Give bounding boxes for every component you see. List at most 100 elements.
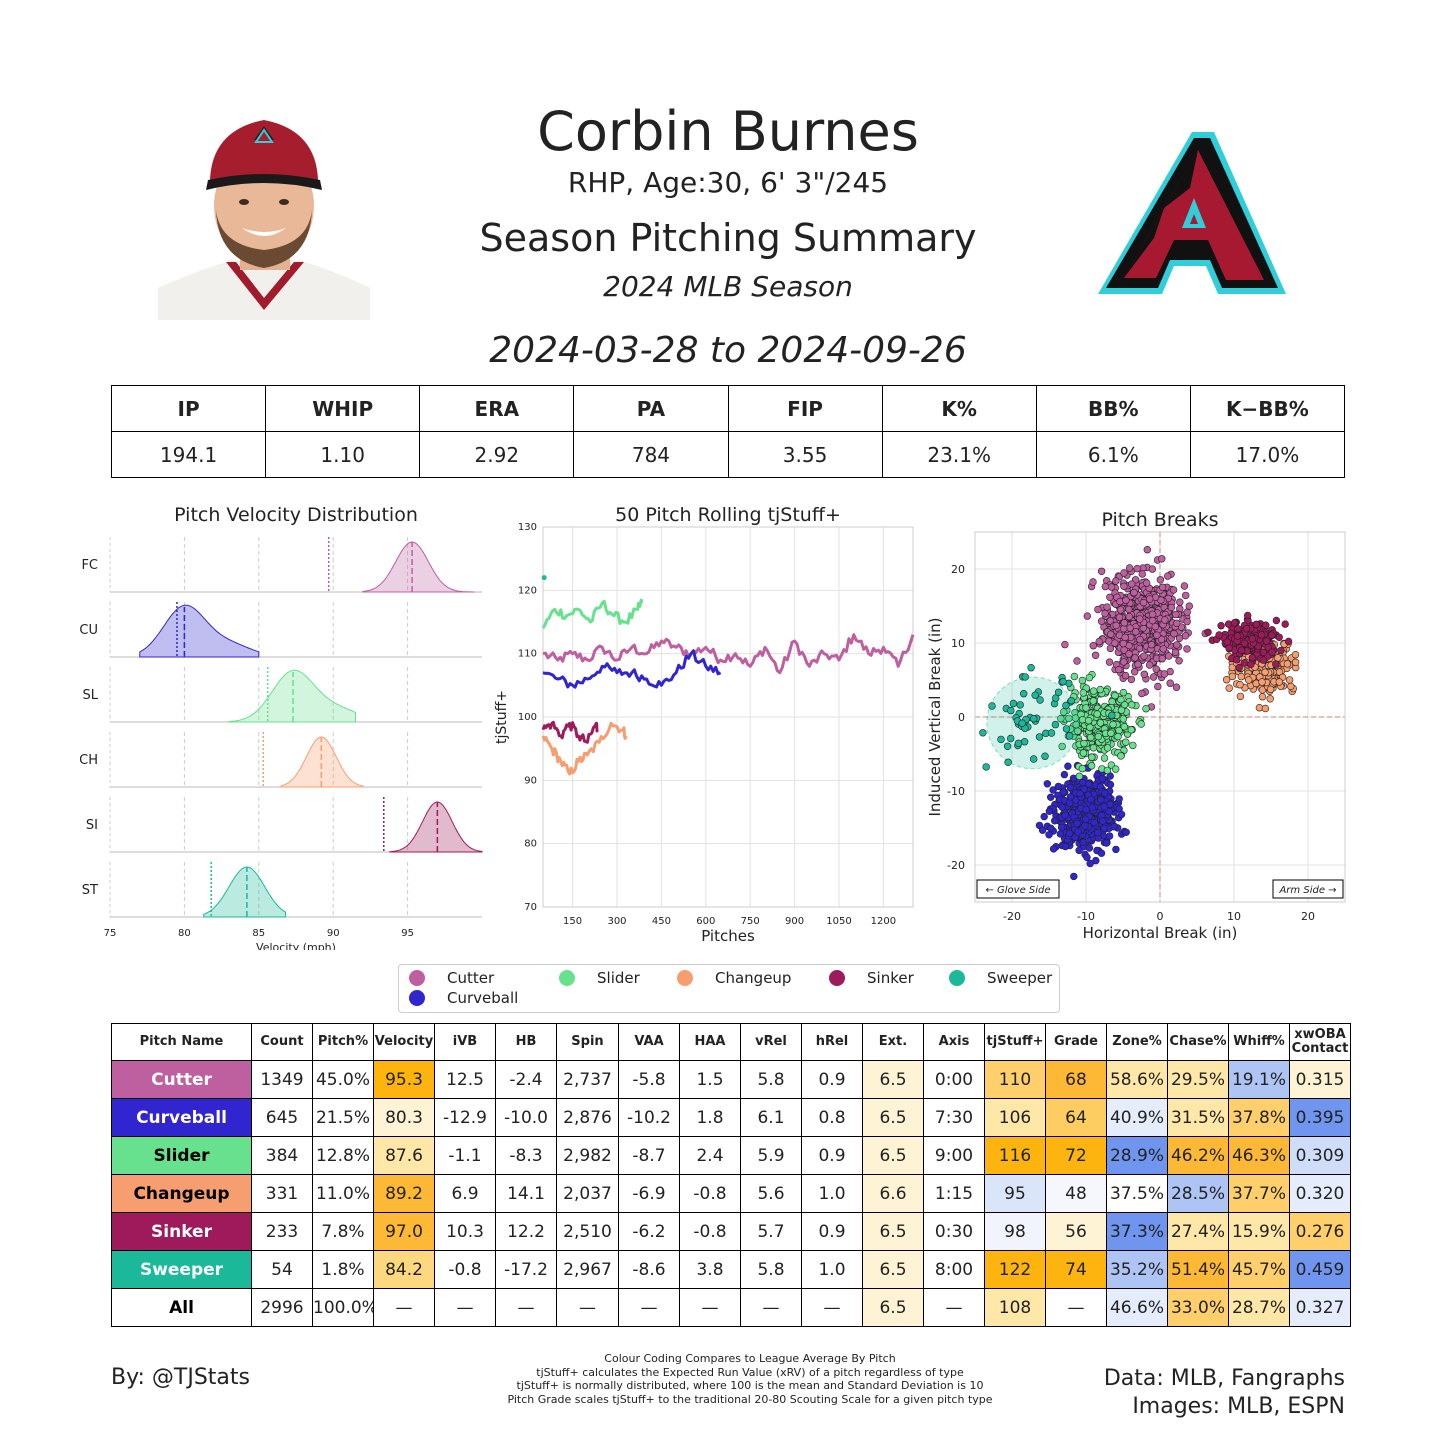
point bbox=[1059, 788, 1068, 796]
note-line: Colour Coding Compares to League Average… bbox=[604, 1352, 896, 1365]
point bbox=[1064, 762, 1072, 770]
player-headshot bbox=[158, 120, 370, 320]
table-row: Cutter 1349 45.0% 95.3 12.5 -2.4 2,737 -5.8 1.5 5… bbox=[111, 1060, 1351, 1099]
table-cell: 37.5% bbox=[1106, 1174, 1168, 1213]
pitch-name-cell: Curveball bbox=[111, 1098, 252, 1137]
point bbox=[1268, 631, 1276, 639]
table-cell: 0.327 bbox=[1289, 1288, 1351, 1327]
point bbox=[1185, 602, 1193, 610]
point bbox=[979, 729, 987, 737]
velocity-row-ch: CH bbox=[80, 732, 482, 788]
point bbox=[1014, 739, 1023, 748]
y-axis-label: Induced Vertical Break (in) bbox=[926, 617, 944, 816]
point bbox=[1225, 684, 1233, 692]
x-tick-label: 95 bbox=[401, 928, 414, 939]
point bbox=[1137, 720, 1145, 728]
stat-value: 194.1 bbox=[110, 431, 267, 478]
point bbox=[1051, 720, 1060, 729]
pitch-breaks-chart: ← Glove Side Arm Side → -20 -10 0 10 20 -20 -10 0… bbox=[926, 531, 1346, 942]
point bbox=[1235, 663, 1243, 672]
stat-value: 3.55 bbox=[727, 431, 883, 478]
point bbox=[1065, 829, 1074, 838]
table-cell: 33.0% bbox=[1167, 1288, 1229, 1327]
table-cell: 45.0% bbox=[312, 1060, 374, 1099]
y-tick-label: 100 bbox=[518, 712, 537, 723]
point bbox=[1136, 635, 1144, 644]
point bbox=[1090, 687, 1098, 695]
velocity-row-st: ST bbox=[82, 862, 482, 918]
table-cell: 100.0% bbox=[312, 1288, 374, 1327]
point bbox=[1111, 639, 1119, 647]
point bbox=[1134, 660, 1142, 669]
legend-marker bbox=[559, 970, 575, 986]
point bbox=[1140, 670, 1149, 679]
point bbox=[1131, 668, 1139, 676]
point bbox=[1111, 691, 1119, 700]
point bbox=[1114, 732, 1122, 741]
point bbox=[1180, 582, 1189, 590]
cluster-curveball bbox=[1035, 761, 1130, 881]
table-cell: -0.8 bbox=[679, 1174, 741, 1213]
table-cell: — bbox=[740, 1288, 802, 1327]
point bbox=[1080, 739, 1088, 748]
point bbox=[1097, 849, 1106, 857]
point bbox=[1074, 828, 1082, 836]
point bbox=[1244, 611, 1252, 620]
table-cell: 10.3 bbox=[434, 1212, 496, 1251]
point bbox=[1070, 672, 1079, 681]
table-cell: 6.5 bbox=[862, 1136, 924, 1175]
table-cell: 116 bbox=[984, 1136, 1046, 1175]
point bbox=[1105, 807, 1113, 816]
point bbox=[1099, 817, 1107, 825]
point bbox=[1120, 723, 1129, 731]
series-sinker bbox=[541, 720, 599, 744]
point bbox=[1176, 598, 1184, 606]
point bbox=[1094, 605, 1102, 614]
point bbox=[1259, 648, 1268, 657]
table-cell: 2,510 bbox=[556, 1212, 619, 1251]
pitch-name-cell: Changeup bbox=[111, 1174, 252, 1213]
table-cell: 110 bbox=[984, 1060, 1046, 1099]
legend-label: Slider bbox=[597, 969, 640, 987]
point bbox=[1131, 654, 1139, 662]
legend-label: Cutter bbox=[447, 969, 495, 987]
point bbox=[1272, 660, 1280, 668]
point bbox=[1106, 593, 1114, 602]
point bbox=[1112, 621, 1120, 630]
table-cell: — bbox=[373, 1288, 435, 1327]
table-cell: 6.9 bbox=[434, 1174, 496, 1213]
point bbox=[1079, 749, 1088, 757]
table-cell: 0.315 bbox=[1289, 1060, 1351, 1099]
point bbox=[1158, 583, 1167, 591]
point bbox=[1262, 621, 1270, 629]
x-tick-label: -10 bbox=[1077, 910, 1095, 923]
table-cell: 2,967 bbox=[556, 1250, 619, 1289]
point bbox=[1084, 716, 1093, 725]
rolling-chart-title: 50 Pitch Rolling tjStuff+ bbox=[615, 504, 841, 526]
table-cell: 0.9 bbox=[801, 1060, 863, 1099]
table-cell: -8.7 bbox=[618, 1136, 680, 1175]
table-row: Changeup 331 11.0% 89.2 6.9 14.1 2,037 -6.9 -0.8… bbox=[111, 1174, 1351, 1213]
point bbox=[1116, 606, 1125, 614]
point bbox=[1036, 696, 1044, 704]
table-cell: 0.8 bbox=[801, 1098, 863, 1137]
point bbox=[1100, 824, 1108, 833]
table-cell: -10.2 bbox=[618, 1098, 680, 1137]
table-cell: 6.5 bbox=[862, 1288, 924, 1327]
pitch-name-cell: Sinker bbox=[111, 1212, 252, 1251]
table-cell: -8.6 bbox=[618, 1250, 680, 1289]
point bbox=[1138, 570, 1147, 578]
velocity-row-si: SI bbox=[86, 797, 483, 853]
point bbox=[1088, 753, 1096, 761]
point bbox=[1090, 818, 1098, 827]
point bbox=[1153, 631, 1161, 639]
point bbox=[1160, 670, 1169, 678]
point bbox=[1128, 701, 1136, 709]
stat-header: ERA bbox=[419, 385, 575, 432]
table-cell: -5.8 bbox=[618, 1060, 680, 1099]
point bbox=[1071, 714, 1080, 722]
point bbox=[1217, 621, 1225, 630]
table-cell: — bbox=[679, 1288, 741, 1327]
point bbox=[1130, 588, 1138, 597]
point bbox=[1020, 738, 1029, 746]
